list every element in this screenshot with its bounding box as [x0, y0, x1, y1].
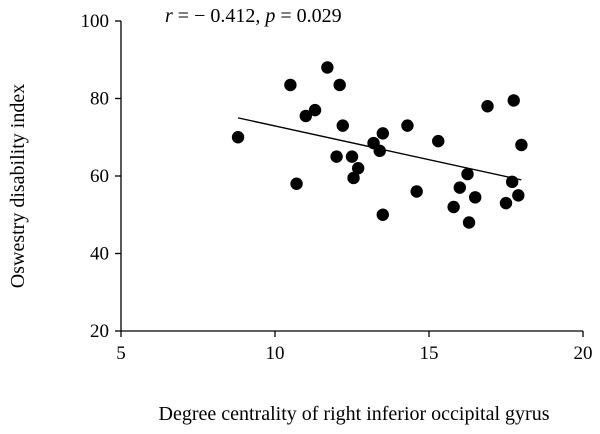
data-point: [284, 78, 297, 92]
data-point: [345, 150, 359, 163]
data-point: [469, 191, 482, 204]
y-tick-label: 20: [90, 321, 109, 342]
x-tick-label: 10: [266, 343, 285, 364]
y-tick-label: 100: [81, 11, 110, 32]
data-point: [308, 103, 322, 117]
data-point: [505, 175, 519, 189]
data-point: [376, 127, 389, 140]
data-point: [453, 181, 466, 194]
x-tick-label: 20: [574, 343, 593, 364]
y-tick-label: 60: [90, 166, 109, 187]
data-point: [347, 171, 360, 185]
data-point: [507, 94, 520, 107]
data-point: [410, 185, 423, 198]
data-point: [376, 208, 389, 221]
ticks: 20 40 60 80 100 5 10 15 20: [81, 11, 593, 364]
data-point: [290, 177, 303, 190]
r-value: = − 0.412,: [178, 5, 261, 27]
y-tick-label: 40: [90, 244, 109, 265]
data-point: [231, 131, 245, 144]
data-point: [447, 200, 460, 214]
data-point: [462, 216, 476, 229]
data-point: [351, 162, 365, 175]
data-point: [333, 78, 346, 92]
y-tick-label: 80: [90, 89, 109, 110]
data-point: [461, 167, 474, 181]
data-point: [499, 196, 513, 210]
data-point: [299, 109, 312, 123]
data-point: [515, 138, 528, 152]
p-symbol: p: [263, 5, 275, 27]
p-value: = 0.029: [280, 5, 341, 27]
data-points: [231, 61, 528, 229]
y-axis-title: Oswestry disability index: [7, 84, 29, 288]
r-symbol: r: [165, 5, 173, 27]
data-point: [401, 119, 414, 132]
x-tick-label: 5: [116, 343, 126, 364]
data-point: [512, 189, 525, 202]
correlation-annotation: r = − 0.412, p = 0.029: [165, 5, 342, 27]
data-point: [321, 61, 334, 74]
data-point: [373, 144, 386, 158]
x-tick-label: 15: [420, 343, 439, 364]
data-point: [336, 119, 349, 132]
data-point: [432, 134, 445, 148]
data-point: [481, 100, 494, 113]
data-point: [330, 150, 343, 163]
x-axis-title: Degree centrality of right inferior occi…: [159, 403, 550, 425]
